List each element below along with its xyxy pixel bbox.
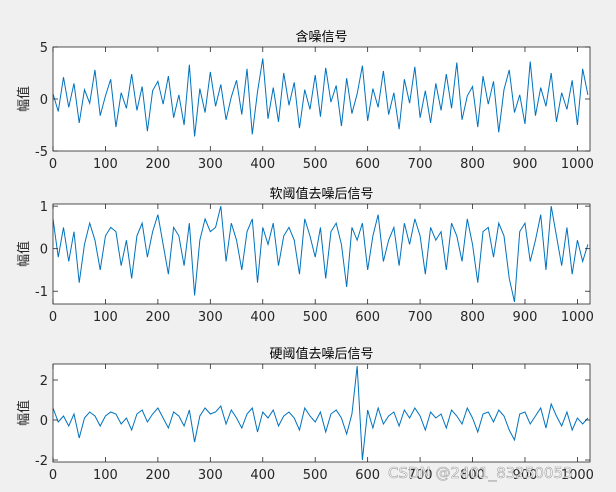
- x-tick-label: 200: [145, 157, 170, 172]
- signal-line: [53, 58, 589, 137]
- x-tick-label: 1000: [561, 310, 594, 325]
- x-tick-label: 500: [303, 468, 328, 483]
- x-tick-label: 500: [303, 157, 328, 172]
- y-tick-label: 1: [40, 200, 48, 215]
- y-tick-label: -5: [35, 145, 48, 160]
- x-tick-label: 700: [408, 468, 433, 483]
- x-tick-label: 0: [49, 468, 57, 483]
- x-tick-label: 700: [408, 310, 433, 325]
- y-tick-label: 2: [40, 374, 48, 389]
- y-tick-label: 0: [40, 414, 48, 429]
- x-tick-label: 400: [250, 157, 275, 172]
- x-tick-label: 800: [460, 157, 485, 172]
- plot-area: [53, 58, 589, 137]
- x-tick-label: 500: [303, 310, 328, 325]
- y-tick-label: -2: [35, 454, 48, 469]
- x-tick-label: 800: [460, 310, 485, 325]
- axes-title: 含噪信号: [295, 29, 347, 45]
- y-tick-label: 5: [40, 41, 48, 56]
- x-tick-label: 1000: [561, 157, 594, 172]
- x-tick-label: 200: [145, 310, 170, 325]
- x-tick-label: 0: [49, 157, 57, 172]
- y-axis-label: 幅值: [16, 241, 32, 267]
- axes-title: 软阈值去噪后信号: [269, 186, 373, 202]
- x-tick-label: 600: [355, 468, 380, 483]
- x-tick-label: 600: [355, 157, 380, 172]
- x-tick-label: 0: [49, 310, 57, 325]
- axes-background: [53, 47, 590, 151]
- x-tick-label: 600: [355, 310, 380, 325]
- x-tick-label: 400: [250, 310, 275, 325]
- x-tick-label: 300: [198, 157, 223, 172]
- x-tick-label: 800: [460, 468, 485, 483]
- x-tick-label: 100: [93, 157, 118, 172]
- x-tick-label: 300: [198, 468, 223, 483]
- x-tick-label: 700: [408, 157, 433, 172]
- axes-box: [52, 363, 591, 463]
- x-tick-label: 100: [93, 468, 118, 483]
- x-tick-label: 300: [198, 310, 223, 325]
- plot-area: [53, 365, 589, 461]
- y-tick-label: -1: [35, 285, 48, 300]
- signal-line: [53, 206, 589, 302]
- watermark: CSDN @2401_83250053: [388, 464, 573, 483]
- x-tick-label: 900: [513, 157, 538, 172]
- x-tick-label: 400: [250, 468, 275, 483]
- x-tick-label: 900: [513, 468, 538, 483]
- y-tick-label: 0: [40, 93, 48, 108]
- x-tick-label: 100: [93, 310, 118, 325]
- axes-background: [53, 364, 590, 462]
- axes-box: [52, 203, 591, 305]
- y-tick-label: 0: [40, 243, 48, 258]
- axes-background: [53, 204, 590, 304]
- y-axis-label: 幅值: [16, 400, 32, 426]
- y-axis-label: 幅值: [16, 86, 32, 112]
- x-tick-label: 900: [513, 310, 538, 325]
- axes-title: 硬阈值去噪后信号: [269, 346, 373, 362]
- x-tick-label: 1000: [561, 468, 594, 483]
- plot-area: [53, 206, 589, 302]
- signal-line: [53, 365, 589, 461]
- x-tick-label: 200: [145, 468, 170, 483]
